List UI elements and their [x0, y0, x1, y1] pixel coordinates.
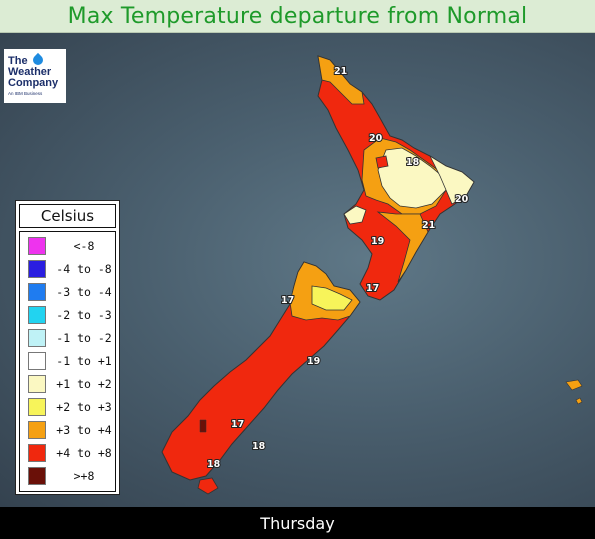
legend-swatch — [28, 237, 46, 255]
chatham-islet — [575, 397, 583, 405]
si-yellow-north — [311, 285, 353, 311]
ni-orange-north — [317, 55, 365, 105]
legend-item: -2 to -3 — [20, 306, 115, 326]
legend-swatch — [28, 444, 46, 462]
temp-label: 20 — [455, 194, 469, 205]
legend-swatch — [28, 398, 46, 416]
temp-label: 18 — [252, 441, 266, 452]
temp-label: 17 — [366, 283, 379, 294]
legend-label: -1 to +1 — [56, 354, 112, 368]
legend-swatch — [28, 467, 46, 485]
legend-item: +3 to +4 — [20, 421, 115, 441]
logo-tagline: An IBM Business — [8, 91, 43, 96]
legend-swatch — [28, 260, 46, 278]
legend-items: <-8 -4 to -8 -3 to -4 -2 to -3 -1 to -2 … — [19, 231, 116, 492]
legend: Celsius <-8 -4 to -8 -3 to -4 -2 to -3 -… — [15, 200, 120, 495]
day-bar: Thursday — [0, 507, 595, 539]
legend-swatch — [28, 421, 46, 439]
legend-item: -1 to +1 — [20, 352, 115, 372]
legend-swatch — [28, 375, 46, 393]
legend-swatch — [28, 329, 46, 347]
legend-label: -4 to -8 — [56, 262, 112, 276]
legend-item: >+8 — [20, 467, 115, 487]
si-hotspot-west — [199, 419, 207, 433]
stewart-island — [197, 477, 219, 495]
weather-company-logo: The Weather Company An IBM Business — [4, 49, 66, 103]
logo-line: Company — [8, 77, 59, 89]
legend-label: +4 to +8 — [56, 446, 112, 460]
temp-label: 17 — [281, 295, 294, 306]
ni-east-cape — [429, 154, 475, 205]
legend-item: -1 to -2 — [20, 329, 115, 349]
legend-label: +3 to +4 — [56, 423, 112, 437]
logo-line: Weather — [8, 66, 52, 78]
page-title: Max Temperature departure from Normal — [67, 3, 528, 29]
ni-taranaki — [343, 205, 367, 225]
legend-swatch — [28, 283, 46, 301]
legend-item: +1 to +2 — [20, 375, 115, 395]
legend-label: -2 to -3 — [56, 308, 112, 322]
legend-item: +4 to +8 — [20, 444, 115, 464]
logo-line: The — [8, 55, 28, 67]
legend-label: >+8 — [73, 469, 95, 483]
drop-icon — [30, 52, 46, 68]
legend-label: <-8 — [73, 239, 95, 253]
legend-title: Celsius — [19, 204, 116, 228]
temp-label: 19 — [307, 356, 320, 367]
legend-label: -1 to -2 — [56, 331, 112, 345]
legend-item: -4 to -8 — [20, 260, 115, 280]
temp-label: 18 — [207, 459, 221, 470]
legend-label: +1 to +2 — [56, 377, 112, 391]
legend-item: +2 to +3 — [20, 398, 115, 418]
legend-item: <-8 — [20, 237, 115, 257]
day-label: Thursday — [260, 513, 335, 533]
title-bar: Max Temperature departure from Normal — [0, 0, 595, 33]
temp-label: 20 — [369, 133, 383, 144]
legend-label: +2 to +3 — [56, 400, 112, 414]
temp-label: 21 — [334, 66, 347, 77]
legend-label: -3 to -4 — [56, 285, 112, 299]
ni-hotspot — [375, 155, 389, 169]
temp-label: 19 — [371, 236, 384, 247]
temp-label: 17 — [231, 419, 244, 430]
ni-orange-south — [376, 211, 429, 283]
chatham-islands — [565, 379, 583, 391]
legend-item: -3 to -4 — [20, 283, 115, 303]
legend-swatch — [28, 306, 46, 324]
temp-label: 18 — [406, 157, 420, 168]
ni-yellow-central — [377, 147, 447, 209]
temp-label: 21 — [422, 220, 435, 231]
legend-swatch — [28, 352, 46, 370]
